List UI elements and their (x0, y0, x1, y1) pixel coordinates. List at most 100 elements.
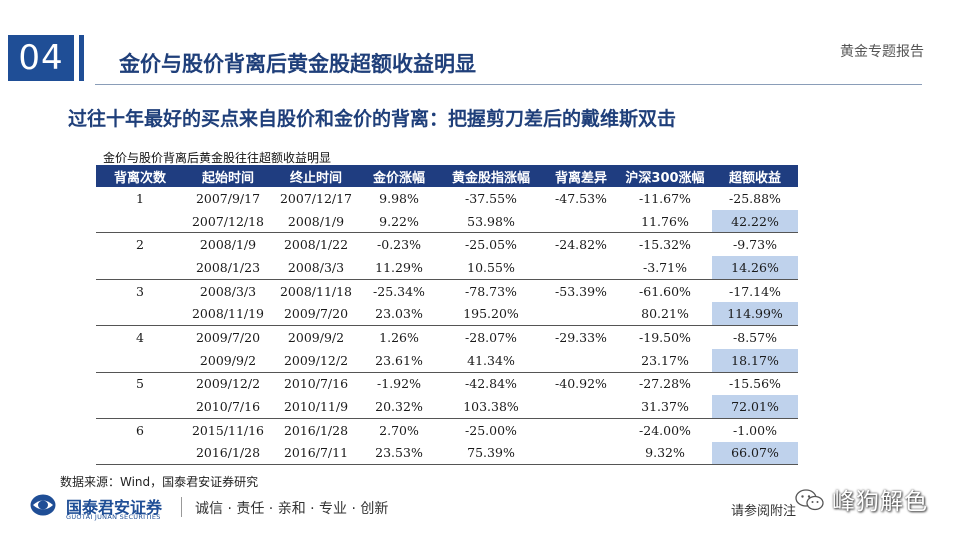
table-cell: -42.84% (465, 376, 517, 392)
table-cell: 2.70% (379, 422, 419, 438)
company-logo-english: GUOTAI JUNAN SECURITIES (66, 513, 161, 521)
table-cell: 23.03% (360, 302, 438, 327)
table-cell: -37.55% (465, 190, 517, 206)
table-cell: -15.32% (639, 237, 691, 253)
table-cell: -17.14% (729, 283, 781, 299)
data-source-note: 数据来源：Wind，国泰君安证券研究 (60, 475, 259, 489)
table-cell: 2008/11/19 (184, 302, 272, 327)
table-cell: -3.71% (618, 256, 712, 280)
footer-divider (181, 497, 182, 517)
column-header: 沪深300涨幅 (618, 165, 712, 187)
table-cell: -47.53% (555, 190, 607, 206)
column-header: 超额收益 (712, 165, 798, 187)
table-cell: 23.61% (360, 348, 438, 373)
table-cell: 9.98% (379, 190, 419, 206)
table-cell: 2008/1/22 (283, 237, 349, 253)
table-cell: 2010/7/16 (283, 376, 349, 392)
table-cell: 75.39% (438, 441, 544, 466)
table-cell: 2009/7/20 (272, 302, 360, 327)
disclaimer-note: 请参阅附注 (731, 504, 797, 519)
table-cell: -15.56% (729, 376, 781, 392)
table-cell (544, 395, 618, 419)
table-cell: -1.00% (733, 422, 777, 438)
table-cell: 2008/11/18 (279, 283, 353, 299)
table-cell: -61.60% (639, 283, 691, 299)
table-cell: 42.22% (712, 209, 798, 234)
table-cell: -24.00% (639, 422, 691, 438)
table-cell: -78.73% (465, 283, 517, 299)
table-cell: 2009/7/20 (195, 329, 261, 345)
slide-title: 金价与股价背离后黄金股超额收益明显 (119, 52, 476, 76)
table-cell: 2008/1/9 (272, 209, 360, 234)
table-row: 1 2007/9/17 2007/12/17 9.98% -37.55% -47.53% -… (96, 187, 798, 210)
table-row: 2008/1/23 2008/3/3 11.29% 10.55% -3.71% 14.26… (96, 256, 798, 280)
table-cell: 9.22% (360, 209, 438, 234)
table-cell: 2009/9/2 (287, 329, 345, 345)
header-divider (95, 84, 922, 85)
table-cell: 66.07% (712, 441, 798, 466)
table-cell: 1 (136, 190, 144, 206)
column-header: 起始时间 (184, 165, 272, 187)
table-header-row: 背离次数 起始时间 终止时间 金价涨幅 黄金股指涨幅 背离差异 沪深300涨幅 超额收益 (96, 165, 798, 187)
table-cell: 72.01% (712, 395, 798, 419)
table-cell: 20.32% (360, 395, 438, 419)
table-cell: 11.76% (618, 209, 712, 234)
table-cell: -25.00% (465, 422, 517, 438)
report-tag: 黄金专题报告 (840, 44, 924, 60)
table-row: 2 2008/1/9 2008/1/22 -0.23% -25.05% -24.82% -1… (96, 233, 798, 256)
table-cell: 4 (136, 329, 144, 345)
table-cell: 2008/3/3 (272, 256, 360, 280)
table-row: 2008/11/19 2009/7/20 23.03% 195.20% 80.21% 11… (96, 302, 798, 327)
table-cell (544, 418, 618, 441)
table-cell (544, 256, 618, 280)
table-cell (544, 302, 618, 327)
slide-subtitle: 过往十年最好的买点来自股价和金价的背离：把握剪刀差后的戴维斯双击 (68, 108, 677, 130)
table-cell: 2009/12/2 (272, 348, 360, 373)
table-cell: 11.29% (360, 256, 438, 280)
table-row: 5 2009/12/2 2010/7/16 -1.92% -42.84% -40.92% -… (96, 372, 798, 395)
table-cell: 195.20% (438, 302, 544, 327)
table-cell: 5 (136, 376, 144, 392)
table-cell: -27.28% (639, 376, 691, 392)
company-logo-text: 国泰君安证券 (66, 498, 163, 517)
table-cell: -40.92% (555, 376, 607, 392)
table-cell: -29.33% (555, 329, 607, 345)
table-cell: -11.67% (639, 190, 691, 206)
column-header: 终止时间 (272, 165, 360, 187)
table-cell (96, 348, 184, 373)
table-cell (96, 302, 184, 327)
table-cell: -25.05% (465, 237, 517, 253)
table-cell: 10.55% (438, 256, 544, 280)
table-cell (96, 209, 184, 234)
table-cell: 2008/1/9 (199, 237, 257, 253)
table-cell: 103.38% (438, 395, 544, 419)
table-cell: -8.57% (733, 329, 777, 345)
table-cell: -9.73% (733, 237, 777, 253)
column-header: 背离次数 (96, 165, 184, 187)
table-cell: 2016/1/28 (283, 422, 349, 438)
table-cell: 114.99% (712, 302, 798, 327)
company-logo-icon (30, 494, 56, 516)
table-cell (544, 441, 618, 466)
table-row: 2007/12/18 2008/1/9 9.22% 53.98% 11.76% 42.22… (96, 209, 798, 234)
table-cell: -24.82% (555, 237, 607, 253)
column-header: 黄金股指涨幅 (438, 165, 544, 187)
section-number: 04 (8, 35, 74, 81)
table-cell: -19.50% (639, 329, 691, 345)
table-cell (96, 256, 184, 280)
table-cell: 3 (136, 283, 144, 299)
table-cell: 2009/12/2 (195, 376, 261, 392)
table-cell: 18.17% (712, 348, 798, 373)
wechat-icon (795, 489, 824, 511)
table-cell: 2008/3/3 (199, 283, 257, 299)
table-cell: 41.34% (438, 348, 544, 373)
table-cell: 2007/12/17 (279, 190, 353, 206)
table-cell: 2015/11/16 (191, 422, 265, 438)
table-cell: 53.98% (438, 209, 544, 234)
column-header: 背离差异 (544, 165, 618, 187)
table-cell: 6 (136, 422, 144, 438)
table-cell: 2010/11/9 (272, 395, 360, 419)
table-cell (96, 441, 184, 466)
table-row: 4 2009/7/20 2009/9/2 1.26% -28.07% -29.33% -19… (96, 326, 798, 349)
table-cell: 2008/1/23 (184, 256, 272, 280)
